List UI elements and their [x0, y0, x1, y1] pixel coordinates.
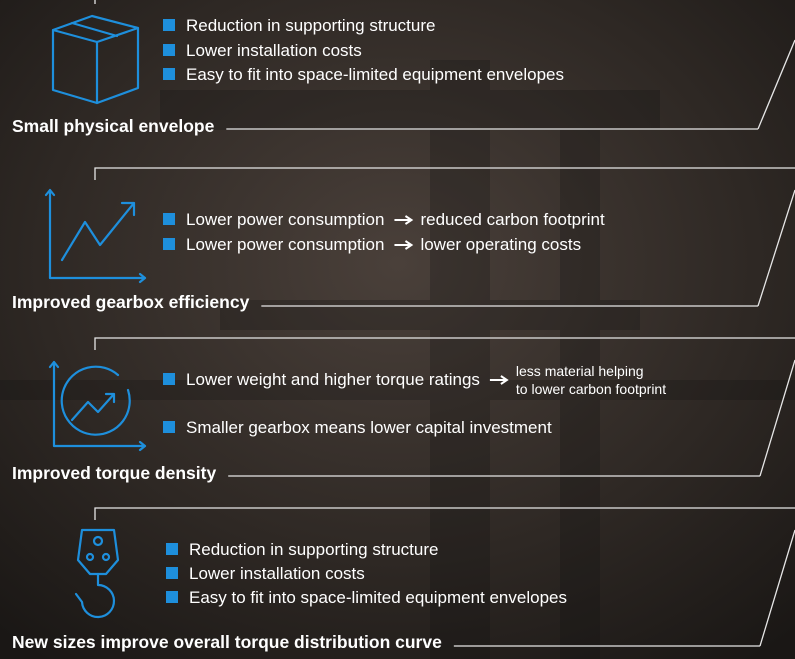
- bullet-text: Lower installation costs: [189, 564, 365, 583]
- section-title: Small physical envelope: [12, 116, 215, 136]
- result-text: less material helping: [516, 363, 644, 379]
- bullet-square: [163, 213, 175, 225]
- page: {"sections": [ {"title": "Small physical…: [0, 0, 795, 659]
- bullet-square: [163, 44, 175, 56]
- bullet-square: [163, 238, 175, 250]
- bullet-text: Smaller gearbox means lower capital inve…: [186, 418, 552, 437]
- bullet-square: [166, 543, 178, 555]
- bullet-square: [163, 421, 175, 433]
- bullet-square: [163, 19, 175, 31]
- section-title: New sizes improve overall torque distrib…: [12, 632, 442, 652]
- bullet-text: Lower power consumption: [186, 235, 384, 254]
- section-title: Improved torque density: [12, 463, 216, 483]
- bullet-text: Lower installation costs: [186, 41, 362, 60]
- section-title: Improved gearbox efficiency: [12, 292, 250, 312]
- bullet-square: [166, 567, 178, 579]
- bullet-text: Easy to fit into space-limited equipment…: [186, 65, 564, 84]
- infographic: Reduction in supporting structure Lower i…: [0, 0, 795, 659]
- bullet-text: Reduction in supporting structure: [186, 16, 435, 35]
- bullet-text: Reduction in supporting structure: [189, 540, 438, 559]
- bullet-square: [166, 591, 178, 603]
- result-text: to lower carbon footprint: [516, 381, 666, 397]
- bullet-text: Easy to fit into space-limited equipment…: [189, 588, 567, 607]
- result-text: lower operating costs: [420, 235, 581, 254]
- bullet-text: Lower weight and higher torque ratings: [186, 370, 480, 389]
- bullet-square: [163, 68, 175, 80]
- bullet-square: [163, 373, 175, 385]
- bullet-text: Lower power consumption: [186, 210, 384, 229]
- result-text: reduced carbon footprint: [420, 210, 605, 229]
